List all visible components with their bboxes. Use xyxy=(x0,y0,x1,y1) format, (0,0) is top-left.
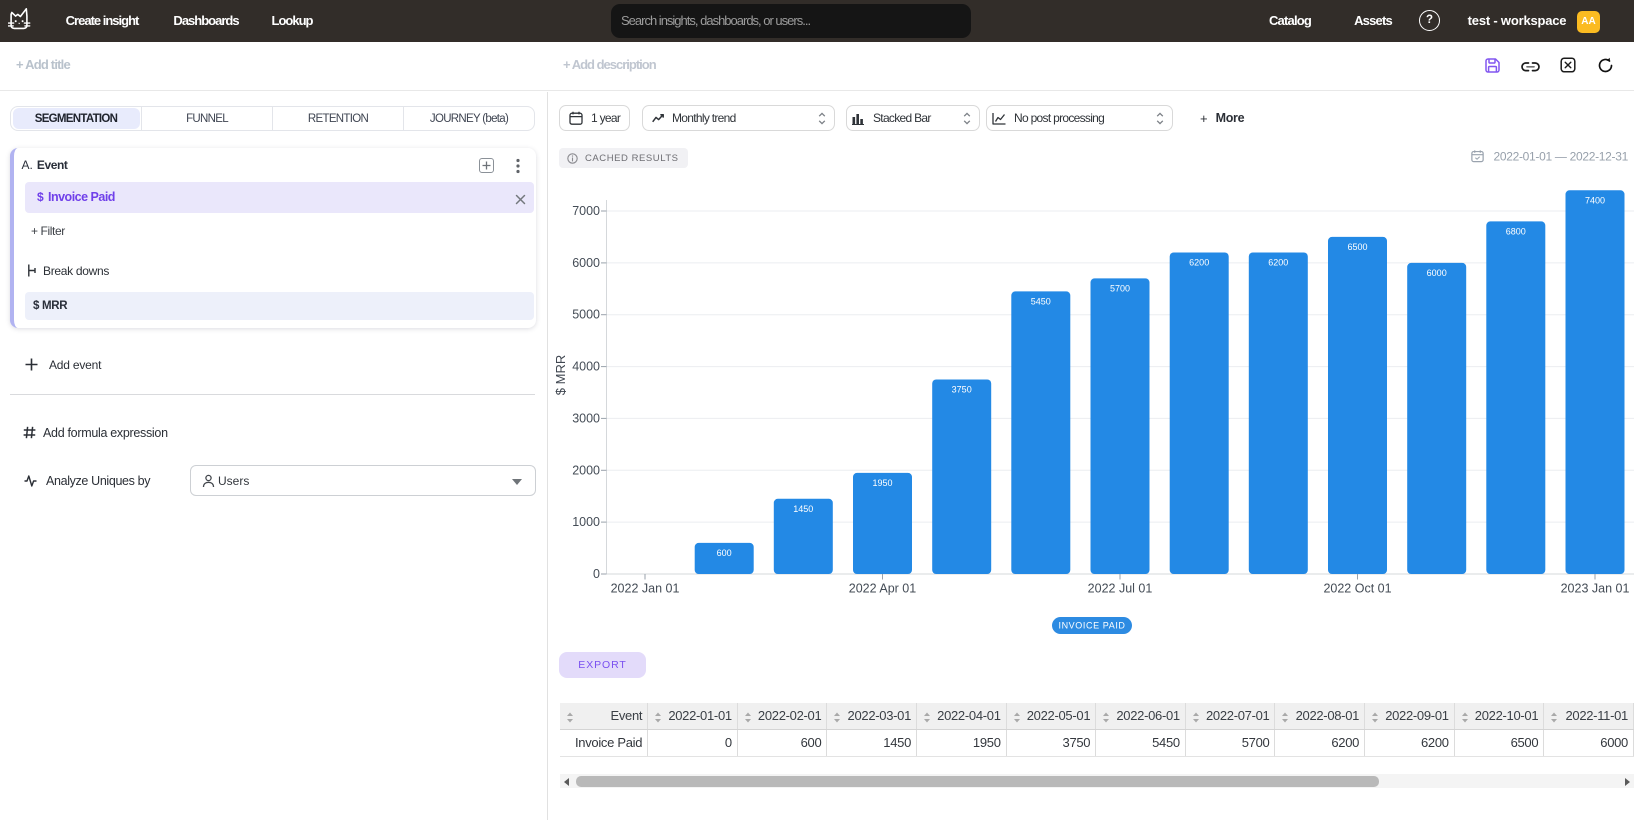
svg-text:7000: 7000 xyxy=(572,204,600,218)
svg-text:0: 0 xyxy=(593,567,600,581)
svg-text:1000: 1000 xyxy=(572,515,600,529)
svg-text:$ MRR: $ MRR xyxy=(553,355,568,395)
svg-text:5700: 5700 xyxy=(1110,283,1130,293)
svg-text:1450: 1450 xyxy=(793,504,813,514)
svg-text:5450: 5450 xyxy=(1031,296,1051,306)
svg-text:3750: 3750 xyxy=(952,385,972,395)
svg-text:600: 600 xyxy=(717,548,732,558)
svg-text:3000: 3000 xyxy=(572,411,600,425)
svg-text:6800: 6800 xyxy=(1506,226,1526,236)
svg-text:6200: 6200 xyxy=(1268,258,1288,268)
svg-text:INVOICE PAID: INVOICE PAID xyxy=(1058,621,1125,631)
svg-text:6200: 6200 xyxy=(1189,258,1209,268)
svg-text:1950: 1950 xyxy=(872,478,892,488)
svg-text:4000: 4000 xyxy=(572,360,600,374)
svg-text:2000: 2000 xyxy=(572,463,600,477)
svg-text:6000: 6000 xyxy=(572,256,600,270)
svg-text:2022 Jul 01: 2022 Jul 01 xyxy=(1088,582,1153,596)
svg-text:7400: 7400 xyxy=(1585,195,1605,205)
svg-text:2022 Oct 01: 2022 Oct 01 xyxy=(1323,582,1391,596)
svg-text:6000: 6000 xyxy=(1427,268,1447,278)
svg-text:5000: 5000 xyxy=(572,308,600,322)
svg-text:6500: 6500 xyxy=(1347,242,1367,252)
svg-text:2023 Jan 01: 2023 Jan 01 xyxy=(1561,582,1630,596)
svg-text:2022 Jan 01: 2022 Jan 01 xyxy=(611,582,680,596)
svg-text:2022 Apr 01: 2022 Apr 01 xyxy=(849,582,916,596)
